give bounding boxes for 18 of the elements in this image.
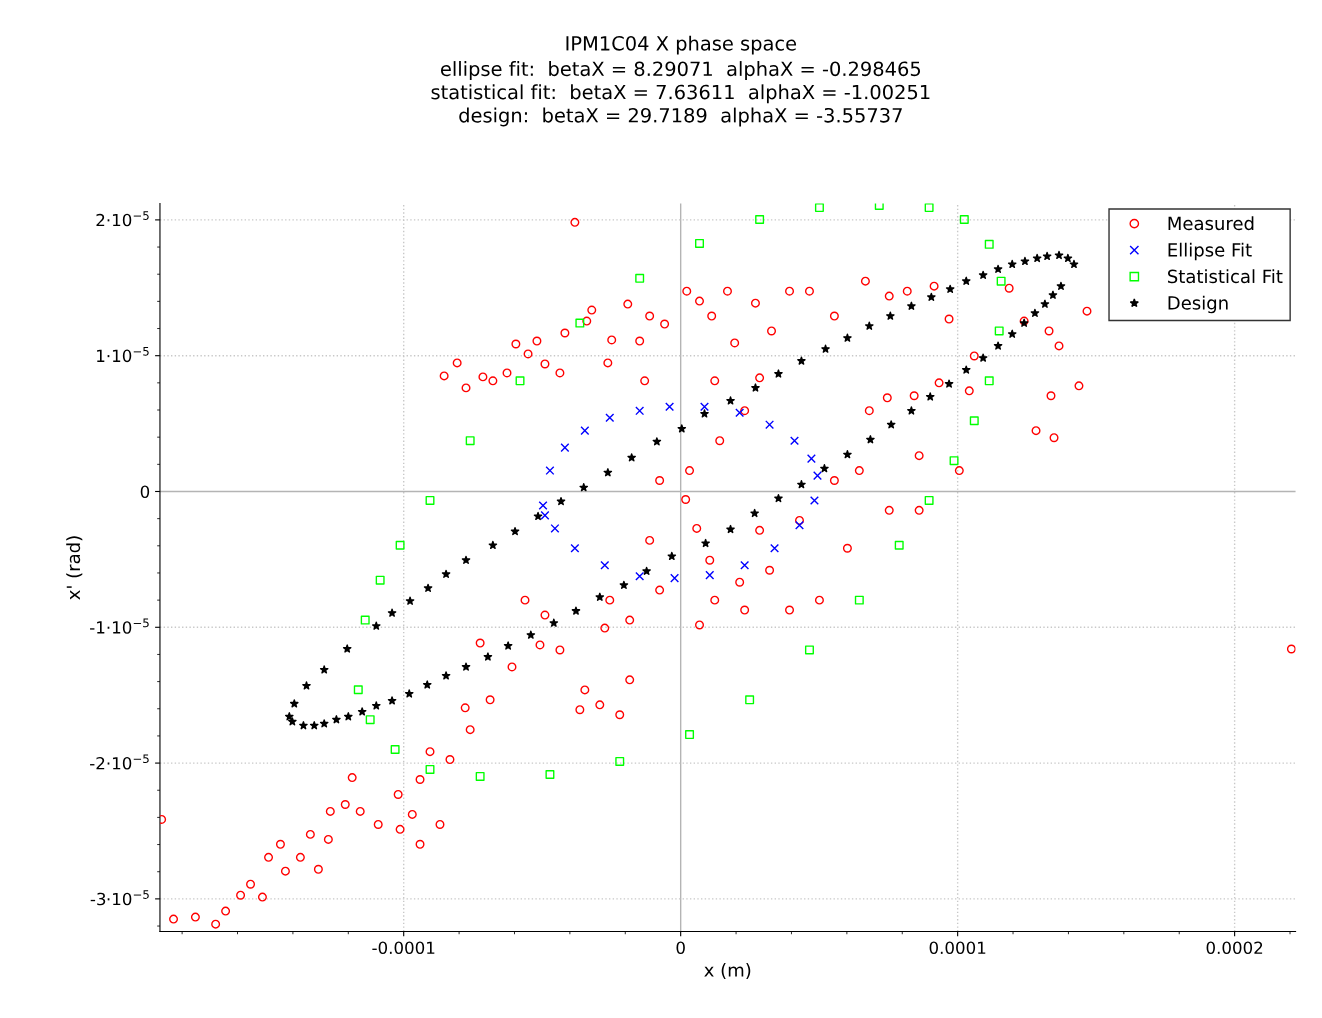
- x-tick-label: 0.0001: [929, 941, 986, 955]
- chart-title: IPM1C04 X phase space: [566, 35, 797, 55]
- legend-label: Statistical Fit: [1167, 269, 1283, 284]
- y-tick-label: 0: [140, 485, 150, 499]
- x-tick-label: -0.0001: [372, 941, 435, 955]
- y-tick-label: 1·10$^{−5}$: [97, 347, 149, 363]
- x-tick-label: 0.0002: [1206, 941, 1263, 955]
- y-tick-label: -1·10$^{−5}$: [90, 618, 149, 634]
- x-axis-title: x (m): [704, 962, 751, 979]
- y-tick-label: 2·10$^{−5}$: [96, 211, 149, 227]
- y-axis-title: x' (rad): [66, 536, 83, 600]
- legend-label: Design: [1168, 295, 1228, 314]
- legend-label: Measured: [1168, 216, 1254, 231]
- y-tick-label: -3·10$^{−5}$: [90, 890, 149, 906]
- x-tick-label: 0: [676, 941, 685, 955]
- chart-subtitle: ellipse fit: betaX = 8.29071 alphaX = -0.298465 statistical fit: betaX = 7.63611 alphaX = -1.00251 design: betaX = 29.7189 alphaX = -3.55737: [431, 61, 930, 127]
- legend-label: Ellipse Fit: [1168, 242, 1252, 261]
- y-tick-label: -2·10$^{−5}$: [90, 754, 149, 770]
